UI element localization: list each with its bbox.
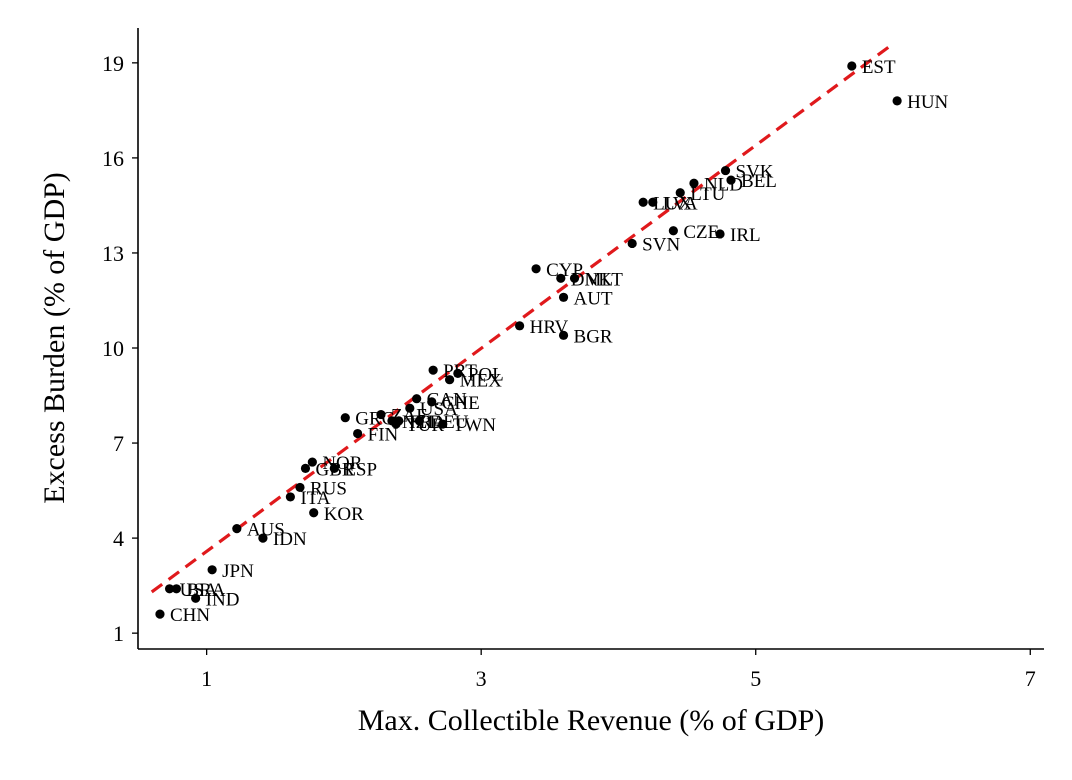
data-point-ita <box>285 492 295 502</box>
point-label-irl: IRL <box>730 225 761 246</box>
y-tick-label: 4 <box>113 526 124 551</box>
y-tick-label: 10 <box>102 336 124 361</box>
data-point-che <box>427 397 437 407</box>
data-point-bel <box>726 175 736 185</box>
point-label-chn: CHN <box>170 605 210 626</box>
point-label-deu: DEU <box>429 412 468 433</box>
data-point-tur <box>391 419 401 429</box>
y-axis-title: Excess Burden (% of GDP) <box>38 172 71 504</box>
data-point-usa <box>405 403 415 413</box>
point-label-esp: ESP <box>344 459 377 480</box>
point-label-hun: HUN <box>907 92 948 113</box>
x-tick-label: 3 <box>476 666 487 691</box>
data-point-aus <box>232 524 242 534</box>
data-point-zaf <box>376 409 386 420</box>
data-point-dnk <box>556 273 566 283</box>
data-point-nld <box>689 178 699 188</box>
data-point-chn <box>155 609 165 619</box>
y-tick-label: 1 <box>113 621 124 646</box>
x-tick-label: 7 <box>1025 666 1036 691</box>
y-tick-label: 7 <box>113 431 124 456</box>
data-point-mlt <box>569 273 580 283</box>
data-point-bra <box>171 584 182 594</box>
data-point-gbr <box>300 463 311 474</box>
data-point-cze <box>668 226 678 236</box>
point-label-twn: TWN <box>453 415 497 436</box>
data-point-hrv <box>515 321 525 331</box>
point-label-svk: SVK <box>736 162 774 183</box>
data-point-grc <box>340 413 350 423</box>
data-point-svk <box>720 165 731 176</box>
data-point-lva <box>648 197 658 207</box>
data-point-esp <box>329 463 339 474</box>
data-point-usa <box>164 584 175 594</box>
point-label-can: CAN <box>427 390 467 411</box>
point-label-idn: IDN <box>273 529 307 550</box>
point-label-rus: RUS <box>310 478 347 499</box>
point-label-bgr: BGR <box>574 326 613 347</box>
point-label-aut: AUT <box>574 288 613 309</box>
trend-line <box>150 42 894 594</box>
point-label-ltu: LTU <box>690 184 725 205</box>
data-point-aut <box>558 292 569 302</box>
point-label-che: CHE <box>442 393 480 414</box>
y-tick-label: 16 <box>102 146 124 171</box>
data-point-deu <box>414 416 425 426</box>
point-label-kor: KOR <box>324 504 364 525</box>
data-point-rus <box>295 482 305 493</box>
data-point-prt <box>428 365 438 375</box>
data-point-ind <box>191 593 201 603</box>
x-axis-title: Max. Collectible Revenue (% of GDP) <box>358 704 825 737</box>
data-point-fin <box>353 428 363 439</box>
point-label-bel: BEL <box>741 171 777 192</box>
data-point-mex <box>445 375 455 385</box>
point-label-jpn: JPN <box>222 561 254 582</box>
point-label-svn: SVN <box>642 234 680 255</box>
point-label-mex: MEX <box>460 371 503 392</box>
data-point-idn <box>258 533 268 543</box>
point-label-hrv: HRV <box>530 317 569 338</box>
point-label-est: EST <box>862 57 896 78</box>
point-label-ind: IND <box>206 589 240 610</box>
data-point-svn <box>627 238 637 249</box>
x-tick-label: 1 <box>201 666 212 691</box>
point-label-pol: POL <box>468 364 504 385</box>
data-point-kor <box>309 508 319 518</box>
data-point-jpn <box>207 565 217 575</box>
point-label-cze: CZE <box>683 222 719 243</box>
y-tick-label: 19 <box>102 51 124 76</box>
x-tick-label: 5 <box>750 666 761 691</box>
data-point-twn <box>438 419 448 429</box>
data-point-nor <box>307 457 317 467</box>
point-label-mlt: MLT <box>585 269 624 290</box>
point-label-fin: FIN <box>368 425 399 446</box>
point-label-usa: USA <box>180 580 218 601</box>
data-point-est <box>847 61 857 71</box>
data-point-lux <box>638 197 648 207</box>
point-label-ita: ITA <box>300 488 330 509</box>
data-point-hun <box>892 96 902 106</box>
data-point-pol <box>453 368 463 378</box>
data-point-irl <box>715 229 725 239</box>
data-point-can <box>412 394 422 404</box>
point-label-tur: TUR <box>406 415 444 436</box>
data-point-bgr <box>558 330 569 340</box>
point-label-nld: NLD <box>704 174 743 195</box>
y-tick-label: 13 <box>102 241 124 266</box>
point-label-usa: USA <box>420 399 458 420</box>
data-point-ltu <box>675 188 685 198</box>
point-label-aus: AUS <box>247 520 285 541</box>
point-label-dnk: DNK <box>571 269 612 290</box>
data-point-cyp <box>531 264 541 274</box>
point-label-lux: LUX <box>653 193 692 214</box>
point-label-lva: LVA <box>663 193 698 214</box>
